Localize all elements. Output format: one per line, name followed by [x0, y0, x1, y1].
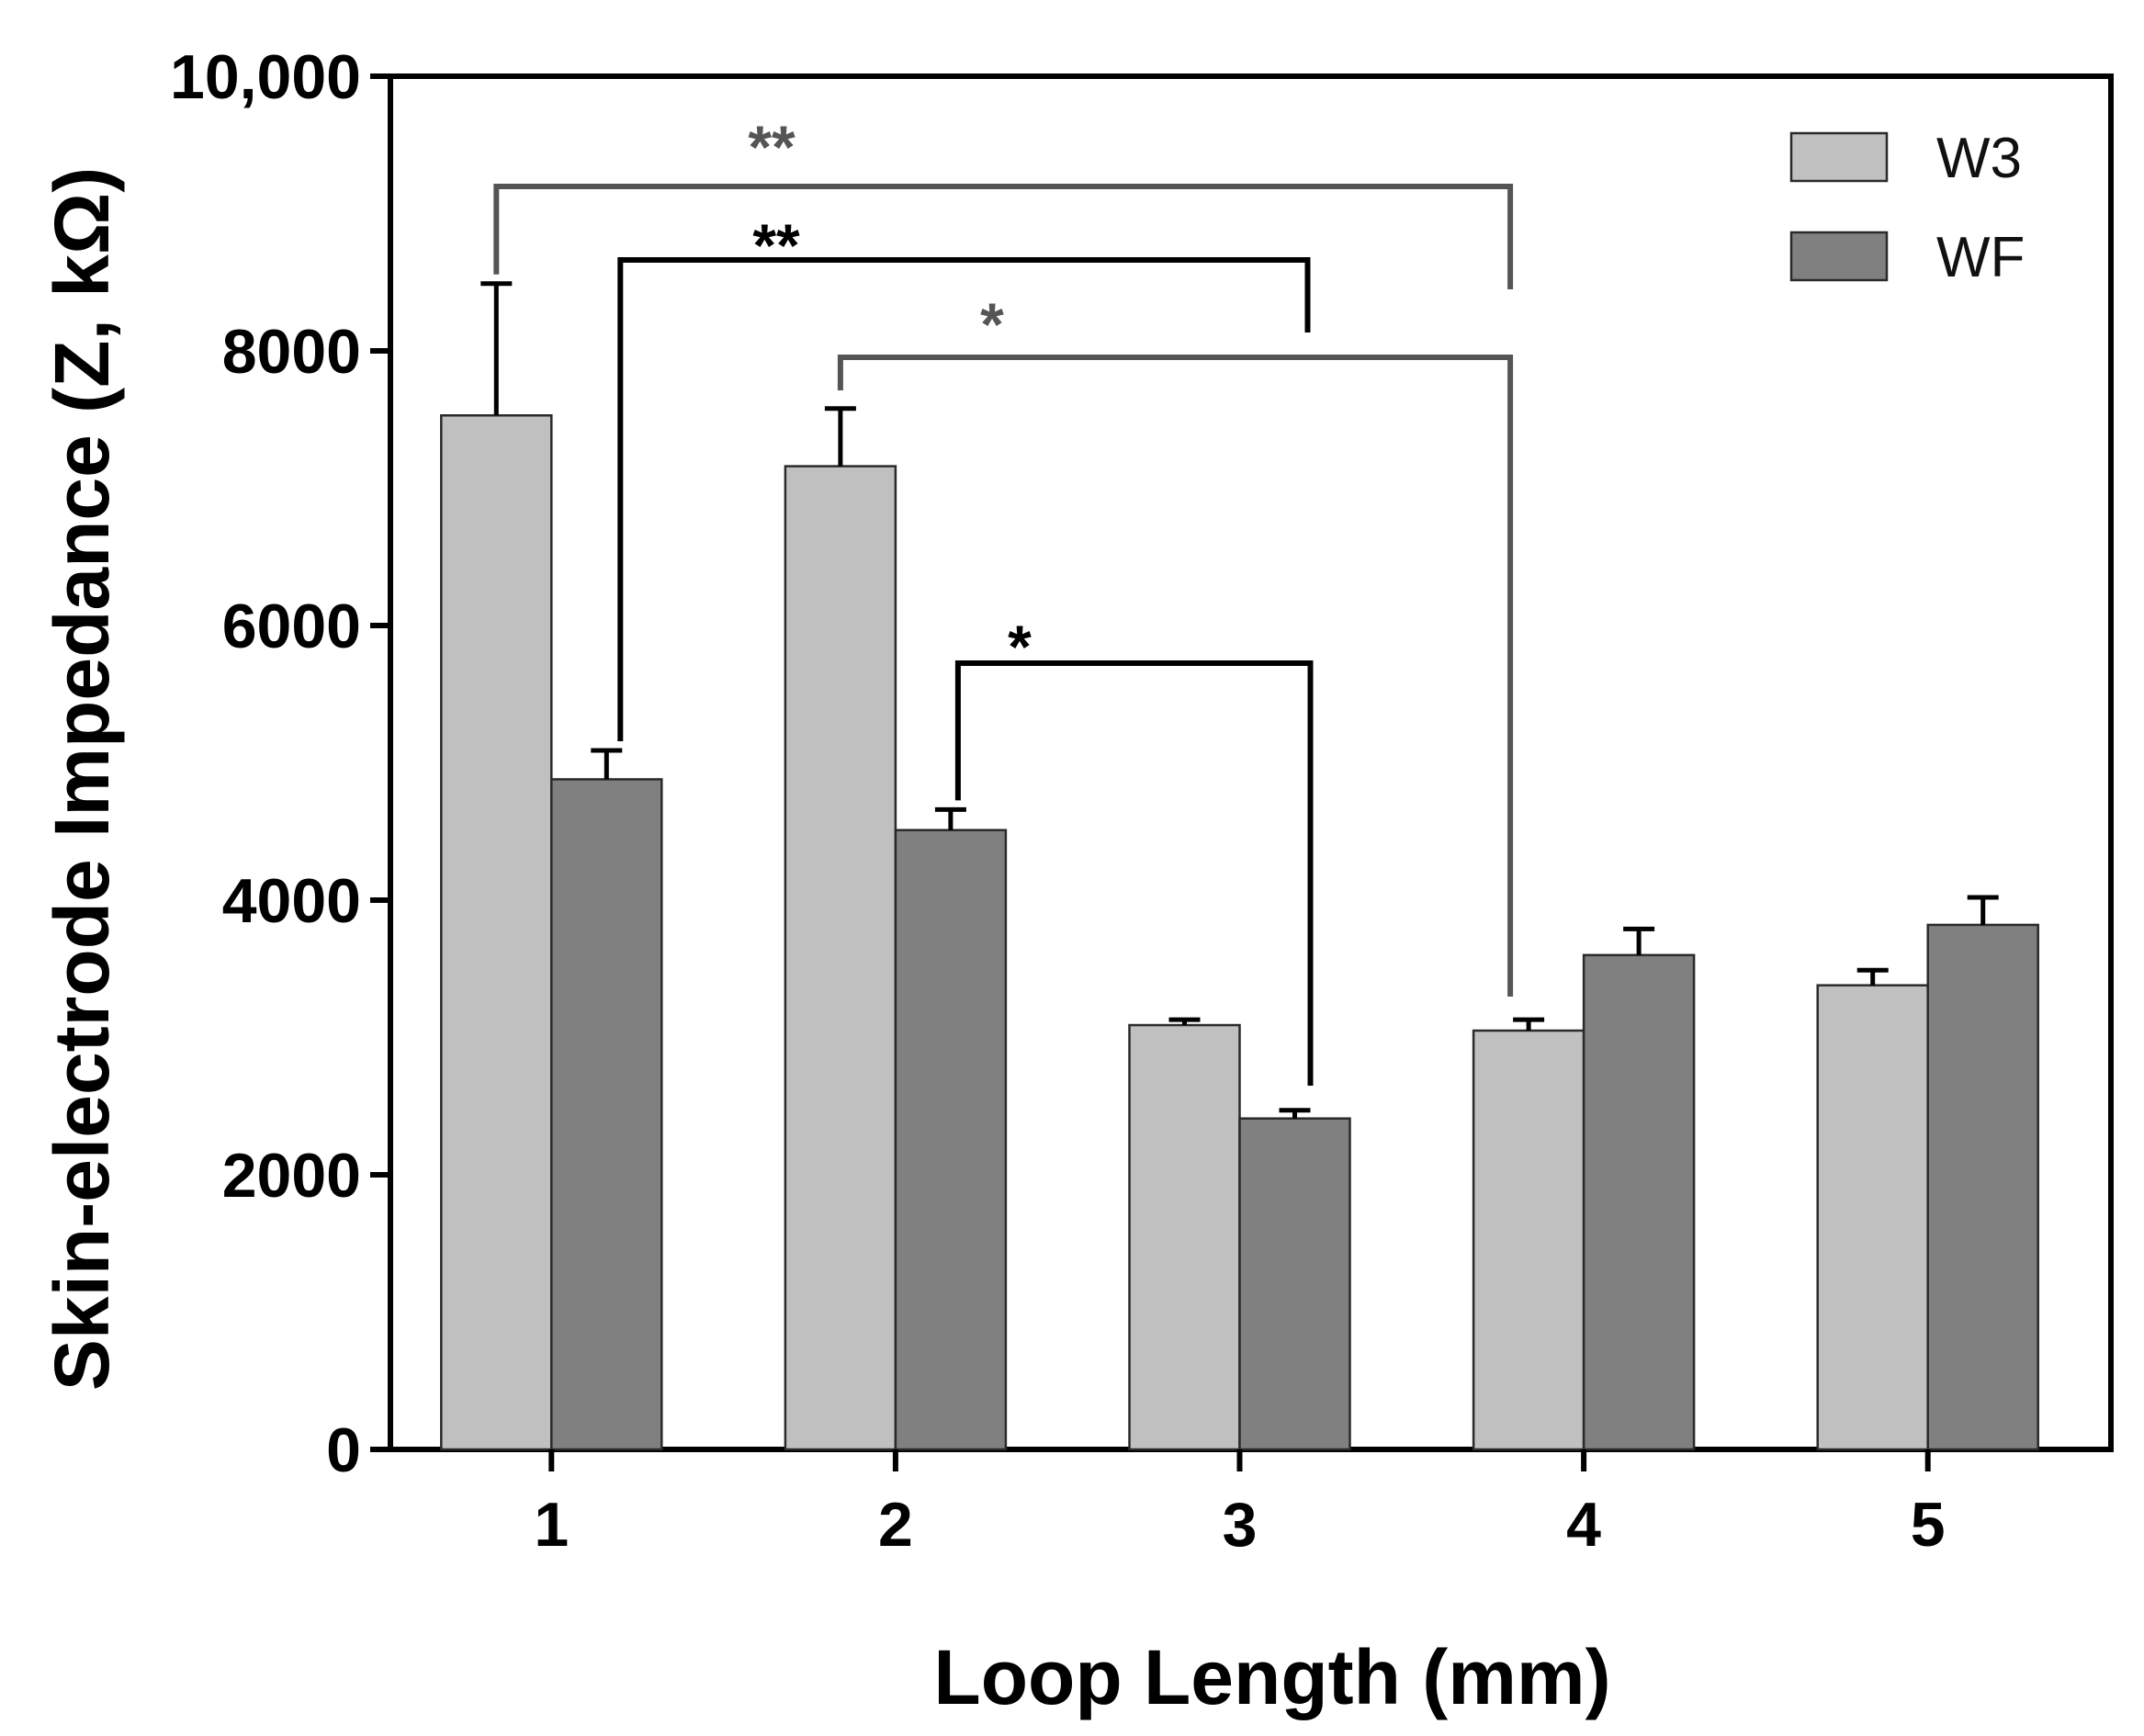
error-bar-wf-5	[1967, 895, 1999, 925]
significance-bracket	[617, 257, 1311, 742]
legend-label-wf: WF	[1936, 226, 2025, 289]
bar-w3-2	[784, 465, 897, 1451]
error-bar-w3-1	[480, 281, 513, 416]
significance-label: **	[748, 113, 796, 181]
significance-bracket	[493, 184, 1514, 289]
axes-group: 0 2000 4000 6000 8000 10,000 1 2 3 4 5	[170, 42, 1946, 1560]
error-bars-group	[480, 281, 1999, 1119]
bar-wf-1	[550, 778, 663, 1451]
x-tick-label: 3	[1223, 1490, 1258, 1560]
significance-group: ******	[493, 113, 1514, 1086]
bar-w3-4	[1472, 1029, 1585, 1451]
error-bar-w3-4	[1513, 1017, 1545, 1031]
error-bar-w3-5	[1856, 967, 1889, 986]
y-tick-label: 0	[326, 1415, 361, 1485]
bar-wf-2	[894, 829, 1008, 1451]
x-axis-title: Loop Length (mm)	[933, 1634, 1610, 1720]
error-bar-wf-1	[591, 748, 623, 780]
x-tick-label: 4	[1566, 1490, 1601, 1560]
significance-label: *	[980, 290, 1004, 358]
significance-label: *	[1008, 613, 1032, 681]
error-bar-wf-3	[1279, 1108, 1311, 1119]
significance-bracket	[954, 660, 1314, 1086]
legend-label-w3: W3	[1936, 127, 2022, 190]
bars-group	[440, 414, 2039, 1451]
bar-wf-4	[1582, 953, 1696, 1451]
x-tick-label: 1	[534, 1490, 569, 1560]
x-tick-label: 5	[1911, 1490, 1946, 1560]
y-tick-label: 8000	[222, 317, 361, 387]
bar-wf-5	[1926, 923, 2039, 1451]
significance-label: **	[752, 211, 800, 279]
legend-swatch-wf	[1789, 231, 1889, 282]
x-tick-label: 2	[878, 1490, 913, 1560]
bar-w3-5	[1816, 984, 1929, 1451]
bar-w3-3	[1128, 1023, 1241, 1451]
error-bar-w3-2	[824, 406, 856, 467]
legend-swatch-w3	[1789, 131, 1889, 183]
y-axis-title: Skin-electrode Impedance (Z, kΩ)	[39, 167, 125, 1391]
y-tick-label: 2000	[222, 1141, 361, 1211]
significance-bracket	[837, 355, 1514, 997]
error-bar-w3-3	[1168, 1017, 1201, 1026]
bar-w3-1	[440, 414, 553, 1451]
y-tick-label: 6000	[222, 592, 361, 661]
y-tick-label: 10,000	[170, 42, 361, 112]
legend: W3 WF	[1789, 127, 2025, 289]
y-tick-label: 4000	[222, 866, 361, 936]
bar-wf-3	[1238, 1117, 1351, 1451]
error-bar-wf-2	[934, 806, 966, 830]
error-bar-wf-4	[1623, 926, 1655, 955]
